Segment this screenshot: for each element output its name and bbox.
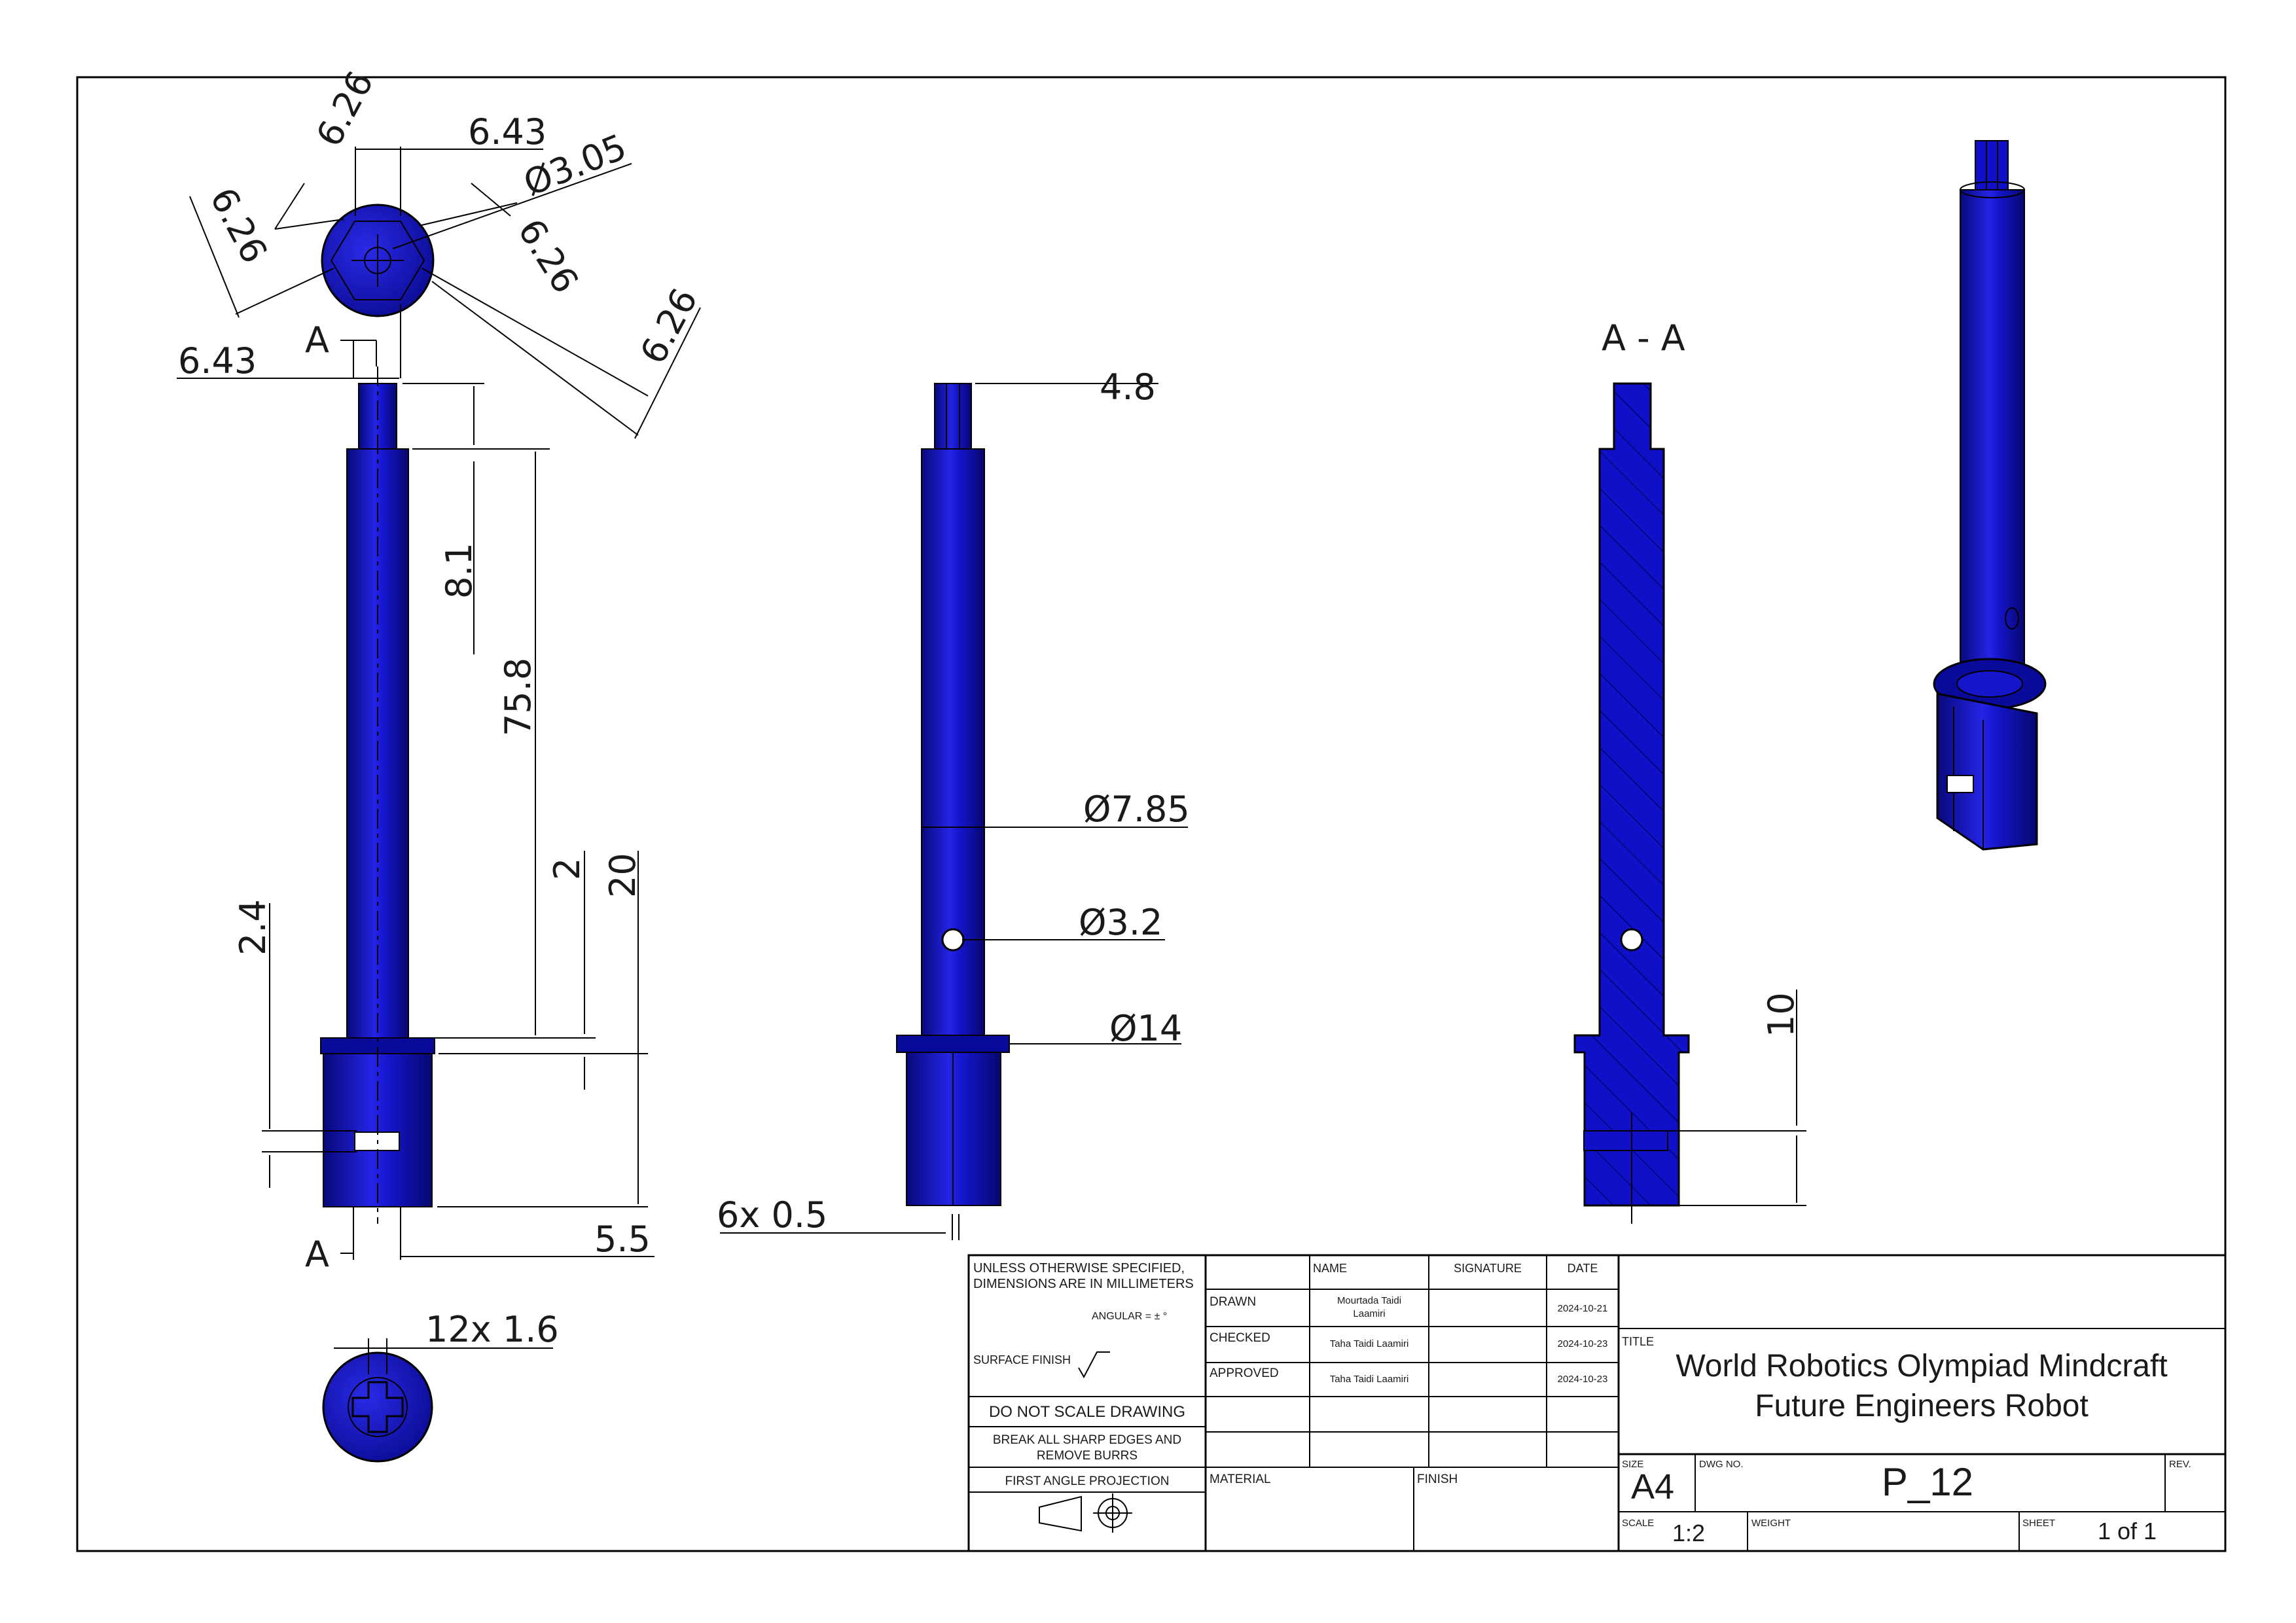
section-view: A - A 10 [1573,317,1806,1224]
bottom-view: 12x 1.6 [322,1309,559,1463]
front-dim-3: 2 [547,858,588,880]
side-hole [941,928,965,952]
tb-finish-label: FINISH [1417,1472,1458,1486]
tb-note-dimensions: DIMENSIONS ARE IN MILLIMETERS [973,1277,1194,1291]
front-dim-1: 8.1 [439,543,480,599]
side-tip [934,383,972,450]
iso-hole [2005,607,2019,630]
tb-weight-label: WEIGHT [1751,1518,1791,1529]
title-block: UNLESS OTHERWISE SPECIFIED, DIMENSIONS A… [967,1254,2227,1552]
side-dim-2: Ø7.85 [1083,789,1190,830]
iso-tip [1975,140,2009,197]
tb-row-checked-role: CHECKED [1210,1331,1270,1345]
tb-dwg-no: P_12 [1882,1460,1973,1504]
top-dim-4: 6.26 [202,181,276,270]
tb-row-checked-date: 2024-10-23 [1558,1338,1608,1349]
tb-row-drawn-date: 2024-10-21 [1558,1303,1608,1314]
front-dim-6: 5.5 [594,1219,651,1260]
isometric-view [1933,140,2047,851]
front-dim-4: 20 [602,853,643,898]
tb-note-break-2: REMOVE BURRS [1037,1449,1138,1463]
tb-note-unless: UNLESS OTHERWISE SPECIFIED, [973,1261,1185,1275]
tb-title-line-1: World Robotics Olympiad Mindcraft [1676,1349,2167,1383]
top-view: A 6.26 6.43 Ø3.05 6.26 6.26 6.43 6.26 [177,64,706,439]
tb-note-surface: SURFACE FINISH [973,1353,1071,1366]
tb-row-checked-name: Taha Taidi Laamiri [1330,1338,1409,1349]
tb-note-angular: ANGULAR = ± ° [1092,1311,1167,1322]
side-dim-5: 6x 0.5 [717,1194,827,1236]
side-collar [896,1035,1010,1053]
tb-header-name: NAME [1313,1262,1347,1275]
tb-size: A4 [1631,1467,1674,1507]
section-title: A - A [1602,317,1685,359]
iso-slot [1946,775,1974,793]
bottom-disc [322,1351,433,1463]
tb-rev-label: REV. [2169,1459,2191,1470]
tb-header-date: DATE [1568,1262,1598,1275]
top-dim-2: 6.43 [468,111,547,152]
tb-row-approved-role: APPROVED [1210,1366,1279,1380]
top-dim-5: 6.26 [510,212,586,300]
tb-sheet-label: SHEET [2022,1518,2055,1529]
tb-size-label: SIZE [1622,1459,1643,1470]
tb-row-drawn-name-1: Mourtada Taidi [1337,1295,1401,1306]
tb-title-line-2: Future Engineers Robot [1755,1389,2089,1423]
top-dim-7: 6.26 [632,281,706,370]
bottom-cross [351,1381,404,1433]
top-section-letter: A [305,319,329,361]
tb-dwg-label: DWG NO. [1699,1459,1744,1470]
tb-row-drawn-name-2: Laamiri [1353,1308,1385,1319]
tb-note-do-not-scale: DO NOT SCALE DRAWING [989,1403,1185,1421]
front-section-letter: A [305,1234,329,1275]
tb-header-signature: SIGNATURE [1454,1262,1522,1275]
section-dim-1: 10 [1761,992,1802,1037]
side-dim-3: Ø3.2 [1079,902,1162,943]
section-hole [1620,928,1643,952]
side-dim-4: Ø14 [1109,1008,1182,1049]
first-angle-projection-icon [1039,1493,1132,1533]
front-dim-2: 75.8 [497,658,539,736]
tb-sheet: 1 of 1 [2098,1518,2157,1544]
front-dim-5: 2.4 [232,899,274,955]
tb-note-break-1: BREAK ALL SHARP EDGES AND [993,1433,1181,1447]
section-slot [1583,1130,1668,1151]
side-view: 4.8 Ø7.85 Ø3.2 Ø14 6x 0.5 [717,366,1190,1240]
tb-scale: 1:2 [1672,1520,1705,1546]
iso-hub [1936,692,2038,851]
tb-row-approved-date: 2024-10-23 [1558,1374,1608,1385]
tb-title-label: TITLE [1622,1335,1654,1348]
front-view: A 8.1 75.8 2 20 2.4 5.5 [232,366,655,1275]
bottom-dim-1: 12x 1.6 [425,1309,559,1350]
top-view-hex [330,221,425,300]
tb-row-drawn-role: DRAWN [1210,1295,1256,1309]
iso-shaft [1960,189,2025,698]
surface-finish-icon [1078,1351,1110,1379]
top-dim-6: 6.43 [178,340,257,382]
side-dim-1: 4.8 [1100,366,1156,408]
section-body [1573,382,1690,1207]
tb-material-label: MATERIAL [1210,1472,1271,1486]
tb-scale-label: SCALE [1622,1518,1654,1529]
tb-row-approved-name: Taha Taidi Laamiri [1330,1374,1409,1385]
tb-note-projection: FIRST ANGLE PROJECTION [1005,1474,1170,1488]
